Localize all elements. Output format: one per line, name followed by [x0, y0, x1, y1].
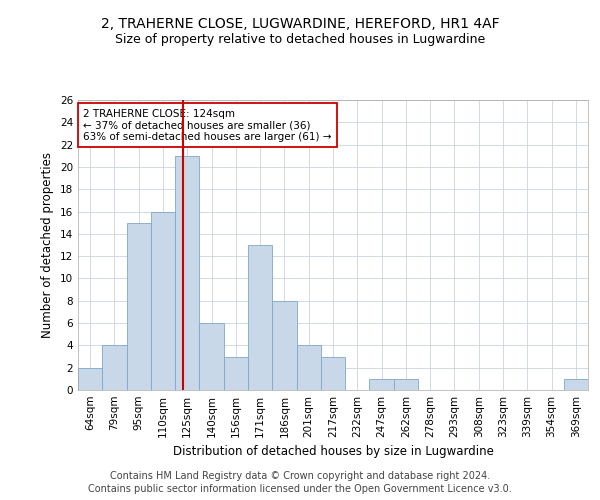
Bar [102, 346, 127, 390]
X-axis label: Distribution of detached houses by size in Lugwardine: Distribution of detached houses by size … [173, 446, 493, 458]
Text: Size of property relative to detached houses in Lugwardine: Size of property relative to detached ho… [115, 32, 485, 46]
Bar [151, 212, 175, 390]
Bar [296, 346, 321, 390]
Bar [199, 323, 224, 390]
Text: 2 TRAHERNE CLOSE: 124sqm
← 37% of detached houses are smaller (36)
63% of semi-d: 2 TRAHERNE CLOSE: 124sqm ← 37% of detach… [83, 108, 332, 142]
Bar [224, 356, 248, 390]
Bar [175, 156, 199, 390]
Text: Contains HM Land Registry data © Crown copyright and database right 2024.: Contains HM Land Registry data © Crown c… [110, 471, 490, 481]
Bar [370, 379, 394, 390]
Y-axis label: Number of detached properties: Number of detached properties [41, 152, 55, 338]
Bar [248, 245, 272, 390]
Bar [321, 356, 345, 390]
Bar [564, 379, 588, 390]
Text: Contains public sector information licensed under the Open Government Licence v3: Contains public sector information licen… [88, 484, 512, 494]
Bar [127, 222, 151, 390]
Bar [394, 379, 418, 390]
Text: 2, TRAHERNE CLOSE, LUGWARDINE, HEREFORD, HR1 4AF: 2, TRAHERNE CLOSE, LUGWARDINE, HEREFORD,… [101, 18, 499, 32]
Bar [272, 301, 296, 390]
Bar [78, 368, 102, 390]
